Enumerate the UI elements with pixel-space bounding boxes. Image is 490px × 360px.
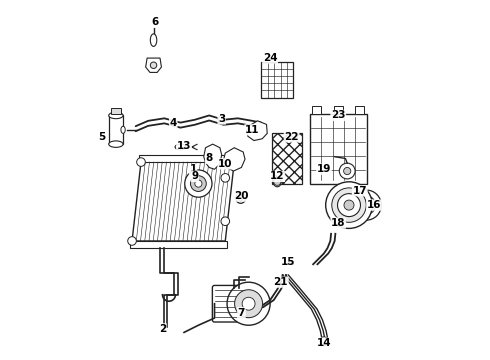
Circle shape [363, 202, 370, 209]
Polygon shape [139, 155, 236, 162]
Text: 8: 8 [205, 153, 213, 163]
Text: 1: 1 [189, 164, 196, 174]
FancyBboxPatch shape [212, 285, 251, 322]
Ellipse shape [109, 141, 123, 147]
Text: 19: 19 [317, 164, 331, 174]
Circle shape [191, 176, 206, 192]
Bar [261, 62, 294, 98]
Text: 22: 22 [284, 132, 299, 142]
Text: 15: 15 [281, 257, 295, 267]
Ellipse shape [236, 193, 245, 203]
Text: 4: 4 [170, 118, 177, 128]
Ellipse shape [175, 144, 186, 150]
Circle shape [343, 167, 351, 175]
Polygon shape [132, 162, 234, 241]
Text: 9: 9 [191, 171, 198, 181]
Bar [109, 116, 123, 144]
Circle shape [137, 158, 146, 166]
Bar [313, 106, 321, 114]
Bar [310, 114, 367, 184]
Ellipse shape [109, 112, 123, 119]
Bar [272, 134, 302, 184]
Ellipse shape [121, 126, 125, 134]
Circle shape [235, 290, 263, 318]
Text: 23: 23 [331, 111, 345, 121]
Polygon shape [223, 148, 245, 171]
Text: 24: 24 [263, 53, 277, 63]
Ellipse shape [219, 115, 225, 124]
Circle shape [221, 174, 230, 182]
Circle shape [185, 170, 212, 197]
Text: 17: 17 [352, 186, 367, 196]
Ellipse shape [150, 34, 157, 46]
Text: 20: 20 [234, 191, 248, 201]
Text: 2: 2 [159, 324, 166, 334]
Text: 21: 21 [273, 277, 288, 287]
Text: 14: 14 [317, 338, 331, 348]
Circle shape [339, 163, 355, 179]
Text: 11: 11 [245, 125, 259, 135]
Ellipse shape [324, 339, 329, 344]
Text: 13: 13 [177, 141, 191, 151]
Circle shape [195, 180, 202, 187]
Text: 5: 5 [98, 132, 105, 142]
Circle shape [332, 188, 366, 222]
Circle shape [274, 178, 281, 185]
Circle shape [221, 217, 230, 226]
Text: 12: 12 [270, 171, 285, 181]
Circle shape [357, 196, 375, 215]
Polygon shape [130, 241, 227, 248]
Text: 16: 16 [367, 200, 381, 210]
Ellipse shape [150, 62, 157, 68]
Polygon shape [146, 58, 161, 72]
Bar [334, 106, 343, 114]
Circle shape [326, 182, 372, 228]
Text: 7: 7 [238, 308, 245, 318]
Bar [111, 108, 121, 114]
Text: 18: 18 [331, 218, 345, 228]
Circle shape [338, 194, 361, 217]
Circle shape [351, 190, 381, 220]
Ellipse shape [273, 177, 281, 187]
Text: 10: 10 [218, 159, 233, 169]
Ellipse shape [320, 337, 328, 346]
Circle shape [227, 282, 270, 325]
Circle shape [344, 200, 354, 210]
Polygon shape [247, 121, 267, 140]
Circle shape [128, 237, 136, 245]
Polygon shape [204, 144, 221, 169]
Ellipse shape [238, 195, 244, 201]
Text: 6: 6 [152, 17, 159, 27]
Bar [355, 106, 364, 114]
Text: 3: 3 [218, 114, 225, 124]
Circle shape [242, 297, 255, 310]
